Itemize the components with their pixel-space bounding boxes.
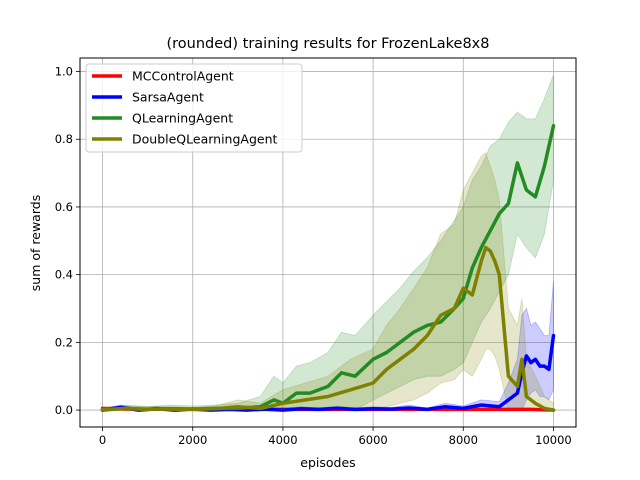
- series-lines: [100, 123, 556, 412]
- x-tick-label: 10000: [535, 433, 572, 447]
- y-axis-ticks: 0.0 0.2 0.4 0.6 0.8 1.0: [55, 65, 80, 417]
- legend-label: MCControlAgent: [132, 69, 234, 84]
- chart-title: (rounded) training results for FrozenLak…: [167, 36, 490, 52]
- y-tick-label: 0.8: [55, 132, 73, 146]
- x-axis-ticks: 0 2000 4000 6000 8000 10000: [99, 427, 572, 447]
- x-tick-label: 0: [99, 433, 106, 447]
- doubleqlearningagent-line: [100, 245, 556, 412]
- x-tick-label: 4000: [268, 433, 297, 447]
- legend-label: SarsaAgent: [132, 90, 204, 105]
- legend-box: [85, 63, 303, 153]
- legend-label: QLearningAgent: [132, 111, 233, 126]
- x-tick-label: 6000: [358, 433, 387, 447]
- y-tick-label: 0.4: [55, 268, 73, 282]
- legend-label: DoubleQLearningAgent: [132, 132, 277, 147]
- y-tick-label: 0.6: [55, 200, 73, 214]
- legend: MCControlAgent SarsaAgent QLearningAgent Do…: [85, 63, 303, 153]
- y-tick-label: 0.2: [55, 335, 73, 349]
- x-axis-label: episodes: [300, 455, 355, 470]
- x-tick-label: 2000: [178, 433, 207, 447]
- plot-frame: [79, 57, 577, 428]
- y-axis-label: sum of rewards: [28, 195, 43, 291]
- y-tick-label: 0.0: [55, 403, 73, 417]
- y-tick-label: 1.0: [55, 65, 73, 79]
- x-tick-label: 8000: [449, 433, 478, 447]
